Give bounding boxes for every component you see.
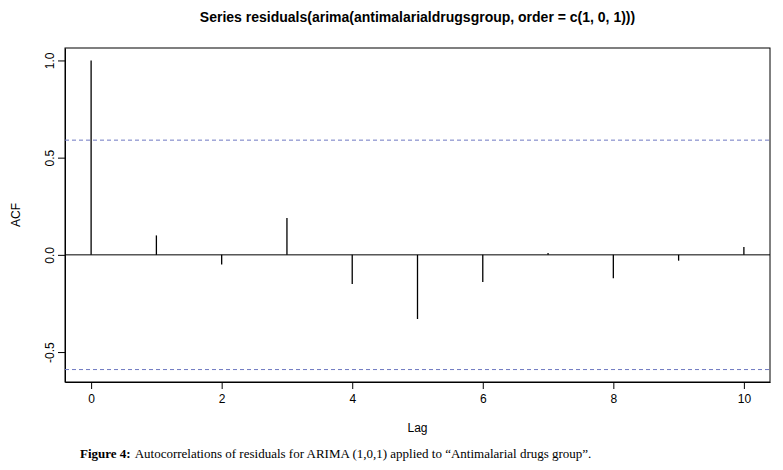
x-tick-label: 6 bbox=[480, 392, 487, 406]
y-tick: 0.0 bbox=[43, 247, 65, 264]
y-tick-label: 0.5 bbox=[43, 149, 57, 166]
y-tick-label: 0.0 bbox=[43, 247, 57, 264]
x-axis-title: Lag bbox=[407, 421, 427, 435]
x-tick: 4 bbox=[349, 382, 356, 406]
x-tick: 0 bbox=[88, 382, 95, 406]
x-tick-label: 10 bbox=[738, 392, 752, 406]
acf-bar bbox=[678, 255, 679, 261]
x-tick-label: 0 bbox=[88, 392, 95, 406]
acf-bar bbox=[156, 235, 157, 254]
chart: Series residuals(arima(antimalarialdrugs… bbox=[0, 0, 783, 470]
y-tick-mark bbox=[58, 158, 65, 159]
y-axis: -0.5 0.0 0.5 1.0 bbox=[43, 49, 66, 383]
x-tick-mark bbox=[483, 382, 484, 389]
x-tick: 2 bbox=[219, 382, 226, 406]
y-tick-mark bbox=[58, 255, 65, 256]
acf-bar bbox=[221, 255, 222, 265]
x-axis: 0 2 4 6 8 10 bbox=[66, 382, 771, 406]
acf-bar bbox=[547, 253, 548, 255]
y-axis-title: ACF bbox=[9, 203, 23, 227]
y-axis-line bbox=[65, 49, 66, 383]
y-tick-mark bbox=[58, 60, 65, 61]
x-tick-mark bbox=[222, 382, 223, 389]
acf-bar bbox=[482, 255, 483, 282]
x-tick-label: 2 bbox=[219, 392, 226, 406]
acf-bar bbox=[613, 255, 614, 278]
y-tick-label: 1.0 bbox=[43, 52, 57, 69]
confidence-bound bbox=[65, 369, 770, 370]
acf-bar bbox=[743, 247, 744, 255]
plot-area bbox=[65, 60, 770, 369]
x-axis-line bbox=[66, 382, 771, 383]
plot-frame bbox=[65, 48, 770, 382]
x-tick: 6 bbox=[480, 382, 487, 406]
y-tick: 1.0 bbox=[43, 52, 65, 69]
x-tick-mark bbox=[744, 382, 745, 389]
caption-text: Autocorrelations of residuals for ARIMA … bbox=[135, 446, 592, 461]
x-tick-mark bbox=[352, 382, 353, 389]
x-tick-mark bbox=[613, 382, 614, 389]
confidence-bound bbox=[65, 140, 770, 141]
title: Series residuals(arima(antimalarialdrugs… bbox=[200, 9, 635, 25]
caption: Figure 4: Autocorrelations of residuals f… bbox=[80, 446, 591, 461]
x-tick-mark bbox=[91, 382, 92, 389]
x-tick-label: 8 bbox=[610, 392, 617, 406]
acf-bar bbox=[286, 218, 287, 255]
y-tick: 0.5 bbox=[43, 149, 65, 166]
acf-bar bbox=[90, 60, 91, 254]
acf-bar bbox=[352, 255, 353, 284]
acf-bar bbox=[417, 255, 418, 319]
y-tick-mark bbox=[58, 352, 65, 353]
x-tick: 10 bbox=[738, 382, 752, 406]
y-tick-label: -0.5 bbox=[43, 342, 57, 363]
y-tick: -0.5 bbox=[43, 342, 65, 363]
x-tick-label: 4 bbox=[349, 392, 356, 406]
x-tick: 8 bbox=[610, 382, 617, 406]
caption-label: Figure 4: bbox=[80, 446, 131, 461]
